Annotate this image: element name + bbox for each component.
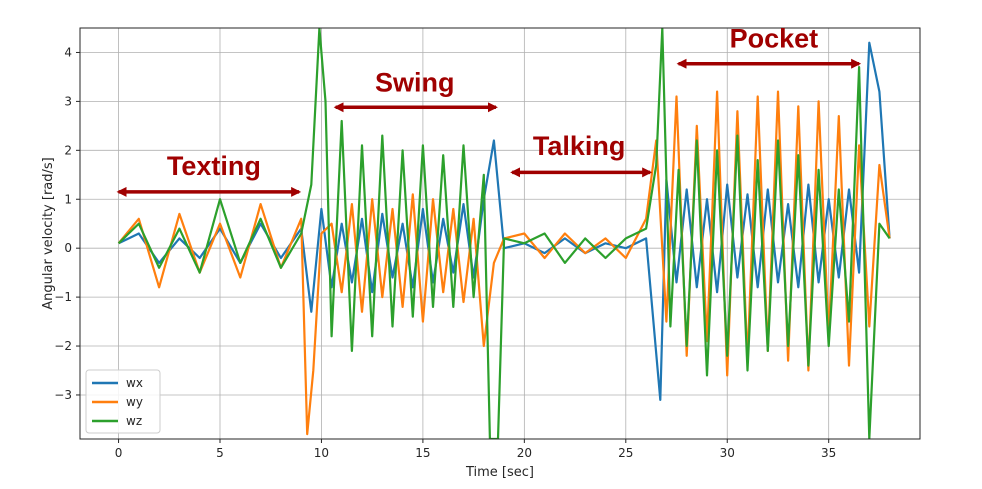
x-tick-label: 5: [216, 446, 224, 460]
x-tick-label: 20: [517, 446, 532, 460]
plot-frame: [79, 27, 921, 440]
y-tick-label: −3: [54, 388, 72, 402]
y-tick-label: 2: [64, 143, 72, 157]
series-layer: [117, 28, 891, 439]
y-tick-label: −2: [54, 339, 72, 353]
legend-label: wy: [126, 395, 143, 409]
y-axis-label: Angular velocity [rad/s]: [41, 157, 56, 309]
annotations: Texting Swing Talking Pocket: [116, 24, 862, 197]
y-tick-label: 3: [64, 94, 72, 108]
x-tick-label: 15: [415, 446, 430, 460]
x-tick-label: 35: [821, 446, 836, 460]
x-axis-label: Time [sec]: [465, 465, 534, 480]
y-tick-label: 1: [64, 192, 72, 206]
legend-label: wz: [126, 414, 142, 428]
annotation-label: Texting: [167, 151, 261, 181]
axis-ticks: 0 5 10 15 20 25 30 35 −3 −2 −1 0 1 2 3 4: [54, 45, 836, 460]
annotation-label: Pocket: [730, 24, 819, 54]
annotation-label: Talking: [533, 131, 626, 161]
legend-label: wx: [126, 376, 143, 390]
legend: wx wy wz: [85, 369, 161, 434]
x-tick-label: 30: [720, 446, 735, 460]
y-tick-label: 0: [64, 241, 72, 255]
x-tick-label: 25: [618, 446, 633, 460]
series-line-wz: [117, 28, 891, 439]
x-tick-label: 0: [115, 446, 123, 460]
legend-box: [85, 369, 161, 434]
y-tick-label: 4: [64, 45, 72, 59]
annotation-label: Swing: [375, 68, 455, 98]
y-tick-label: −1: [54, 290, 72, 304]
x-tick-label: 10: [314, 446, 329, 460]
